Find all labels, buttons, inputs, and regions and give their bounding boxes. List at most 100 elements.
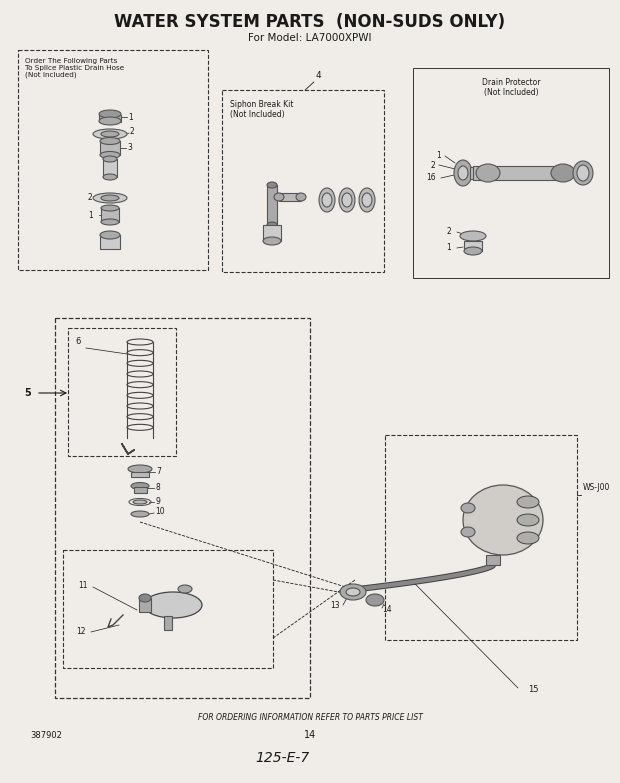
- Text: 1: 1: [128, 113, 133, 121]
- Ellipse shape: [101, 131, 119, 137]
- Text: Drain Protector
(Not Included): Drain Protector (Not Included): [482, 78, 540, 97]
- Ellipse shape: [101, 205, 119, 211]
- Text: Siphon Break Kit
(Not Included): Siphon Break Kit (Not Included): [230, 100, 293, 119]
- Bar: [222, 90, 384, 272]
- Text: 1: 1: [436, 150, 441, 160]
- Ellipse shape: [362, 193, 372, 207]
- Text: 1: 1: [446, 244, 451, 252]
- Ellipse shape: [346, 588, 360, 596]
- Ellipse shape: [461, 527, 475, 537]
- Ellipse shape: [463, 485, 543, 555]
- Ellipse shape: [464, 247, 482, 255]
- Bar: [55, 318, 310, 698]
- Ellipse shape: [103, 156, 117, 162]
- Text: FOR ORDERING INFORMATION REFER TO PARTS PRICE LIST: FOR ORDERING INFORMATION REFER TO PARTS …: [198, 713, 422, 723]
- Bar: [267, 185, 277, 225]
- Text: WS-J00: WS-J00: [583, 482, 610, 492]
- Ellipse shape: [366, 594, 384, 606]
- Ellipse shape: [133, 500, 147, 504]
- Ellipse shape: [339, 188, 355, 212]
- Bar: [473, 166, 563, 180]
- Text: 12: 12: [76, 627, 86, 637]
- Ellipse shape: [319, 188, 335, 212]
- Bar: [413, 68, 609, 278]
- Ellipse shape: [322, 193, 332, 207]
- Ellipse shape: [131, 511, 149, 517]
- Bar: [385, 435, 577, 640]
- Ellipse shape: [460, 231, 486, 241]
- Text: 16: 16: [426, 174, 436, 182]
- Text: 5: 5: [25, 388, 32, 398]
- Ellipse shape: [93, 129, 127, 139]
- Text: 7: 7: [156, 467, 161, 477]
- Ellipse shape: [517, 496, 539, 508]
- Ellipse shape: [101, 219, 119, 225]
- Ellipse shape: [359, 188, 375, 212]
- Bar: [470, 167, 480, 179]
- Ellipse shape: [101, 195, 119, 201]
- Ellipse shape: [551, 164, 575, 182]
- Ellipse shape: [128, 465, 152, 473]
- Text: 6: 6: [75, 337, 81, 347]
- Text: 9: 9: [155, 497, 160, 507]
- Ellipse shape: [93, 193, 127, 203]
- Ellipse shape: [267, 222, 277, 228]
- Bar: [103, 159, 117, 177]
- Ellipse shape: [100, 138, 120, 145]
- Bar: [131, 471, 149, 477]
- Text: 13: 13: [330, 601, 340, 611]
- Ellipse shape: [131, 482, 149, 489]
- Text: Order The Following Parts
To Splice Plastic Drain Hose
(Not Included): Order The Following Parts To Splice Plas…: [25, 58, 124, 78]
- Bar: [139, 598, 151, 612]
- Ellipse shape: [517, 514, 539, 526]
- Ellipse shape: [577, 165, 589, 181]
- Ellipse shape: [274, 193, 284, 201]
- Bar: [164, 616, 172, 630]
- Ellipse shape: [100, 151, 120, 158]
- Text: 4: 4: [315, 70, 321, 80]
- Bar: [464, 241, 482, 251]
- Ellipse shape: [139, 594, 151, 602]
- Ellipse shape: [476, 164, 500, 182]
- Ellipse shape: [178, 585, 192, 593]
- Ellipse shape: [573, 161, 593, 185]
- Text: 10: 10: [155, 507, 165, 517]
- Ellipse shape: [100, 231, 120, 239]
- Ellipse shape: [263, 237, 281, 245]
- Text: 14: 14: [382, 605, 392, 615]
- Text: 11: 11: [78, 580, 88, 590]
- Bar: [133, 487, 146, 493]
- Text: 3: 3: [127, 143, 132, 153]
- Bar: [18, 50, 208, 270]
- Bar: [100, 141, 120, 155]
- Bar: [101, 208, 119, 222]
- Text: 14: 14: [304, 730, 316, 740]
- Ellipse shape: [458, 166, 468, 180]
- Ellipse shape: [99, 110, 121, 118]
- Bar: [63, 550, 273, 668]
- Ellipse shape: [267, 182, 277, 188]
- Text: 125-E-7: 125-E-7: [255, 751, 309, 765]
- Ellipse shape: [296, 193, 306, 201]
- Ellipse shape: [144, 592, 202, 618]
- Bar: [100, 235, 120, 249]
- Text: 2: 2: [130, 128, 135, 136]
- Text: 2: 2: [88, 193, 93, 203]
- Ellipse shape: [454, 160, 472, 186]
- Text: 8: 8: [155, 482, 160, 492]
- Ellipse shape: [342, 193, 352, 207]
- Text: For Model: LA7000XPWI: For Model: LA7000XPWI: [248, 33, 372, 43]
- Text: 2: 2: [446, 226, 451, 236]
- Text: WATER SYSTEM PARTS  (NON-SUDS ONLY): WATER SYSTEM PARTS (NON-SUDS ONLY): [115, 13, 505, 31]
- Text: 2: 2: [431, 161, 435, 169]
- Bar: [99, 114, 121, 121]
- Ellipse shape: [517, 532, 539, 544]
- Bar: [263, 225, 281, 241]
- Ellipse shape: [103, 174, 117, 180]
- Bar: [486, 555, 500, 565]
- Bar: [68, 328, 176, 456]
- Text: 1: 1: [88, 211, 93, 219]
- Bar: [279, 193, 301, 201]
- Ellipse shape: [340, 584, 366, 600]
- Ellipse shape: [461, 503, 475, 513]
